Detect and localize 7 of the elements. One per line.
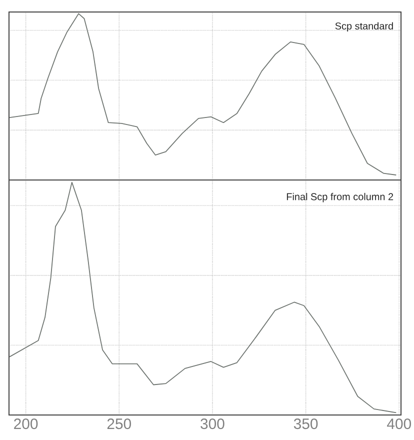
x-tick-label: 350 [294,418,318,430]
annotation: Scp standard [335,22,393,32]
x-tick-label: 400 [387,418,412,430]
annotation: Final Scp from column 2 [286,192,394,202]
x-tick-label: 300 [200,418,224,430]
x-tick-label: 200 [14,418,38,430]
x-tick-label: 250 [107,418,132,430]
